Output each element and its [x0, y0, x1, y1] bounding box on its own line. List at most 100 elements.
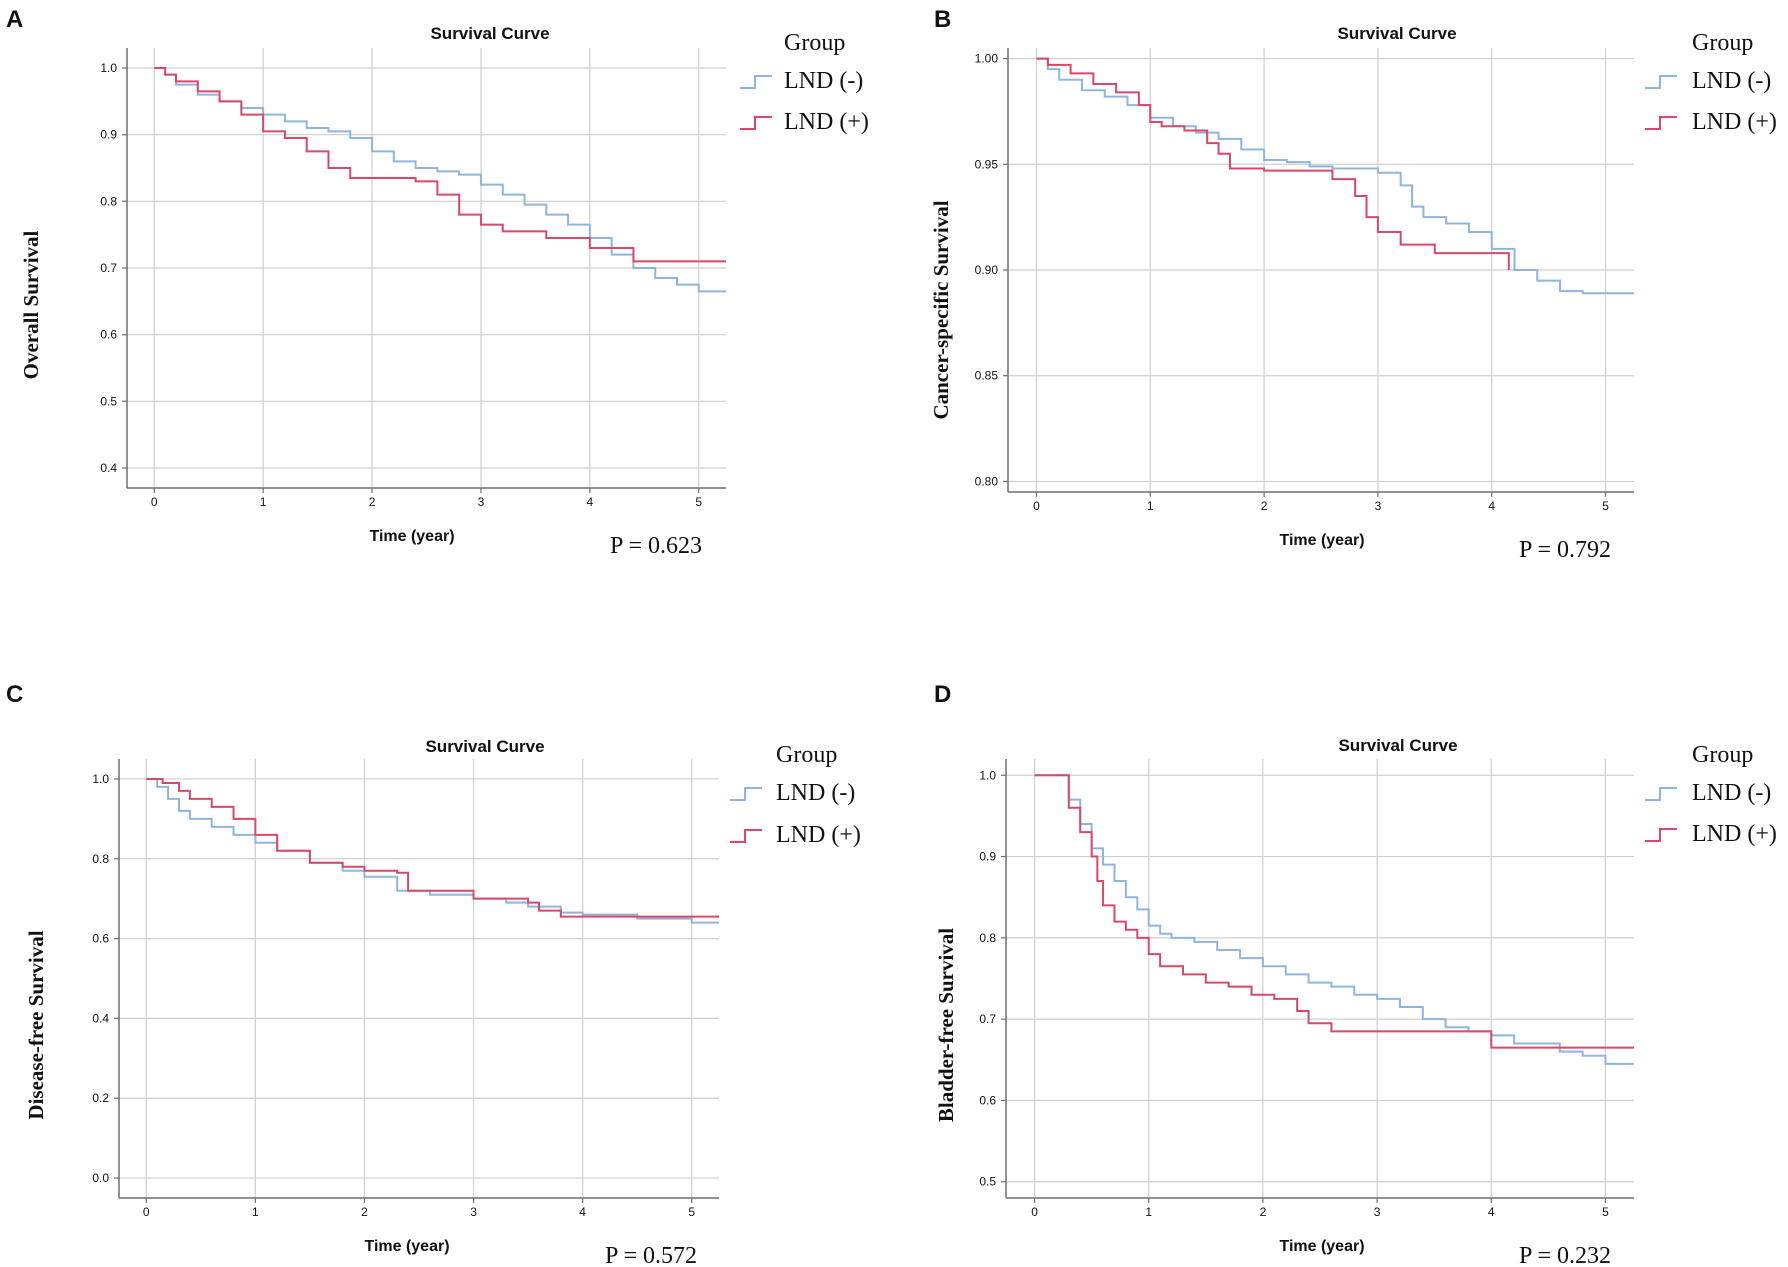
legend-item-lnd-neg: LND (-) [1645, 780, 1771, 806]
panel-d: D Survival Curve Time (year) Bladder-fre… [934, 681, 1777, 1267]
legend-swatch-lnd-neg [730, 787, 762, 801]
x-tick-label: 3 [1374, 1205, 1381, 1219]
series-line-lnd-neg [146, 777, 719, 924]
plot-area: 0.0 0.2 0.4 0.6 0.8 1.0 0 1 2 3 4 5 [92, 759, 719, 1219]
y-tick-label: 0.9 [979, 850, 996, 864]
y-tick-label: 1.0 [979, 768, 996, 782]
legend-title: Group [776, 742, 837, 768]
legend-label-lnd-neg: LND (-) [784, 68, 863, 94]
y-tick-label: 0.9 [100, 128, 117, 142]
x-tick-label: 3 [470, 1205, 477, 1219]
y-tick-label: 0.90 [975, 263, 999, 277]
y-axis-label: Overall Survival [19, 230, 43, 379]
y-tick-label: 0.2 [92, 1091, 109, 1105]
legend-label-lnd-neg: LND (-) [1692, 68, 1771, 94]
panel-c: C Survival Curve Time (year) Disease-fre… [6, 681, 861, 1267]
x-axis-label: Time (year) [369, 528, 454, 545]
legend-label-lnd-pos: LND (+) [784, 109, 869, 135]
y-tick-label: 0.8 [92, 852, 109, 866]
legend-item-lnd-pos: LND (+) [740, 109, 869, 135]
legend-swatch-lnd-neg [1645, 75, 1677, 89]
legend-swatch-lnd-pos [1645, 116, 1677, 130]
panel-b: B Survival Curve Time (year) Cancer-spec… [929, 6, 1777, 563]
y-tick-label: 0.0 [92, 1171, 109, 1185]
legend-title: Group [1692, 30, 1753, 56]
legend-label-lnd-pos: LND (+) [1692, 821, 1777, 847]
legend-label-lnd-neg: LND (-) [776, 780, 855, 806]
x-tick-label: 4 [579, 1205, 586, 1219]
x-tick-label: 5 [688, 1205, 695, 1219]
chart-title: Survival Curve [1338, 736, 1457, 755]
x-tick-label: 5 [695, 495, 702, 509]
plot-area: 0.80 0.85 0.90 0.95 1.00 0 1 2 3 4 5 [975, 48, 1634, 513]
y-tick-label: 0.5 [979, 1175, 996, 1189]
y-tick-label: 1.0 [92, 772, 109, 786]
panel-label: C [6, 681, 23, 708]
legend-item-lnd-pos: LND (+) [1645, 109, 1777, 135]
y-tick-label: 0.8 [979, 931, 996, 945]
plot-area: 0.5 0.6 0.7 0.8 0.9 1.0 0 1 2 3 4 5 [979, 759, 1634, 1219]
panel-label: A [6, 6, 23, 33]
series-line-lnd-pos [146, 777, 719, 918]
y-tick-label: 1.00 [975, 52, 999, 66]
y-tick-label: 0.80 [975, 474, 999, 488]
y-tick-label: 0.85 [975, 369, 999, 383]
legend-label-lnd-neg: LND (-) [1692, 780, 1771, 806]
legend-item-lnd-neg: LND (-) [740, 68, 863, 94]
y-tick-label: 0.8 [100, 194, 117, 208]
x-tick-label: 1 [252, 1205, 259, 1219]
series-line-lnd-pos [1034, 774, 1634, 1049]
x-tick-label: 5 [1602, 499, 1609, 513]
y-axis-label: Disease-free Survival [24, 930, 48, 1119]
legend-label-lnd-pos: LND (+) [776, 822, 861, 848]
x-tick-label: 1 [1147, 499, 1154, 513]
x-tick-label: 2 [369, 495, 376, 509]
plot-area: 0.4 0.5 0.6 0.7 0.8 0.9 1.0 0 1 2 3 4 5 [100, 48, 726, 509]
y-tick-label: 0.5 [100, 394, 117, 408]
x-axis-label: Time (year) [1279, 1238, 1364, 1255]
legend-item-lnd-neg: LND (-) [1645, 68, 1771, 94]
y-tick-label: 1.0 [100, 61, 117, 75]
x-tick-label: 3 [1375, 499, 1382, 513]
legend-swatch-lnd-pos [730, 829, 762, 843]
legend-item-lnd-pos: LND (+) [730, 822, 861, 848]
x-axis-label: Time (year) [1279, 532, 1364, 549]
legend-title: Group [1692, 742, 1753, 768]
x-tick-label: 4 [1488, 1205, 1495, 1219]
x-tick-label: 0 [143, 1205, 150, 1219]
panel-label: D [934, 681, 951, 708]
panel-label: B [934, 6, 951, 33]
legend-swatch-lnd-neg [740, 75, 772, 89]
p-value: P = 0.623 [610, 533, 702, 559]
legend-title: Group [784, 30, 845, 56]
y-tick-label: 0.95 [975, 157, 999, 171]
x-tick-label: 0 [151, 495, 158, 509]
x-tick-label: 2 [1261, 499, 1268, 513]
panel-a: A Survival Curve Time (year) Overall Sur… [6, 6, 869, 559]
x-tick-label: 1 [260, 495, 267, 509]
series-line-lnd-pos [1036, 57, 1510, 270]
p-value: P = 0.572 [605, 1243, 697, 1267]
chart-title: Survival Curve [425, 737, 544, 756]
legend-swatch-lnd-pos [740, 116, 772, 130]
x-axis-label: Time (year) [364, 1238, 449, 1255]
x-tick-label: 4 [1488, 499, 1495, 513]
y-tick-label: 0.7 [979, 1012, 996, 1026]
p-value: P = 0.232 [1519, 1243, 1611, 1267]
x-tick-label: 2 [1260, 1205, 1267, 1219]
x-tick-label: 2 [361, 1205, 368, 1219]
y-tick-label: 0.4 [100, 461, 117, 475]
legend-item-lnd-neg: LND (-) [730, 780, 855, 806]
x-tick-label: 0 [1031, 1205, 1038, 1219]
x-tick-label: 0 [1033, 499, 1040, 513]
y-tick-label: 0.4 [92, 1011, 109, 1025]
p-value: P = 0.792 [1519, 537, 1611, 563]
x-tick-label: 4 [587, 495, 594, 509]
chart-title: Survival Curve [430, 24, 549, 43]
y-tick-label: 0.7 [100, 261, 117, 275]
series-line-lnd-neg [1036, 57, 1634, 295]
legend-swatch-lnd-neg [1645, 787, 1677, 801]
y-axis-label: Cancer-specific Survival [929, 200, 953, 419]
legend-swatch-lnd-pos [1645, 828, 1677, 842]
